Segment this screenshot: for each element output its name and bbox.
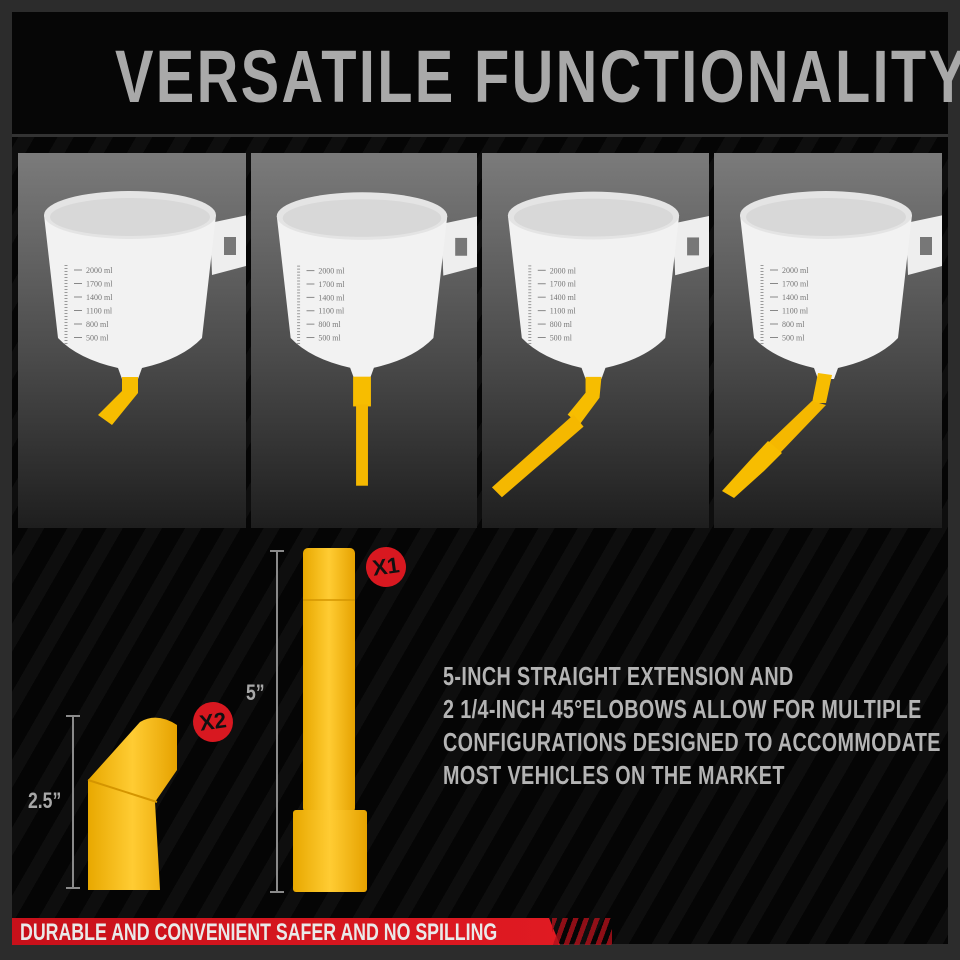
elbow-part-image — [87, 717, 177, 890]
config-panel-straight-extension: 2000 ml 1700 ml 1400 ml 1100 ml 800 ml 500 ml — [251, 153, 477, 528]
scale-label: 1700 ml — [550, 280, 577, 289]
scale-label: 500 ml — [550, 334, 573, 343]
scale-label: 1100 ml — [86, 307, 113, 316]
scale-label: 1400 ml — [86, 293, 113, 302]
title-band: VERSATILE FUNCTIONALITY — [12, 12, 960, 137]
banner-text: DURABLE AND CONVENIENT SAFER AND NO SPIL… — [20, 919, 498, 946]
scale-label: 2000 ml — [550, 266, 577, 275]
description-line: 2 1/4-INCH 45°ELOBOWS ALLOW FOR MULTIPLE — [443, 694, 922, 724]
scale-label: 500 ml — [318, 334, 341, 343]
extension-dimension-label: 5” — [246, 680, 265, 705]
scale-label: 500 ml — [86, 334, 109, 343]
dimension-cap — [66, 715, 80, 717]
funnel-image: 2000 ml 1700 ml 1400 ml 1100 ml 800 ml 500 ml — [491, 191, 709, 498]
scale-label: 1700 ml — [782, 280, 809, 289]
extension-dimension-line — [276, 551, 278, 893]
description-line: 5-INCH STRAIGHT EXTENSION AND — [443, 661, 794, 691]
scale-label: 1100 ml — [782, 307, 809, 316]
config-panel-extension-elbow: 2000 ml 1700 ml 1400 ml 1100 ml 800 ml 500 ml — [714, 153, 942, 528]
scale-label: 800 ml — [782, 320, 805, 329]
elbow-dimension-line — [72, 716, 74, 888]
scale-label: 800 ml — [86, 320, 109, 329]
scale-label: 500 ml — [782, 334, 805, 343]
funnel-image: 2000 ml 1700 ml 1400 ml 1100 ml 800 ml 500 ml — [44, 191, 246, 425]
description-line: CONFIGURATIONS DESIGNED TO ACCOMMODATE — [443, 727, 941, 757]
config-panel-short-elbow: 2000 ml 1700 ml 1400 ml 1100 ml 800 ml 500 ml — [18, 153, 246, 528]
dimension-cap — [270, 891, 284, 893]
funnel-image: 2000 ml 1700 ml 1400 ml 1100 ml 800 ml 500 ml — [722, 191, 942, 498]
scale-label: 1400 ml — [782, 293, 809, 302]
elbow-dimension-label: 2.5” — [28, 788, 62, 813]
page-title: VERSATILE FUNCTIONALITY — [114, 35, 960, 118]
scale-label: 1400 ml — [318, 293, 345, 302]
extension-part-image — [293, 548, 367, 892]
description-line: MOST VEHICLES ON THE MARKET — [443, 760, 785, 790]
funnel-image: 2000 ml 1700 ml 1400 ml 1100 ml 800 ml 500 ml — [276, 192, 477, 486]
dimension-cap — [66, 887, 80, 889]
scale-label: 2000 ml — [86, 266, 113, 275]
scale-label: 2000 ml — [318, 267, 345, 276]
scale-label: 800 ml — [550, 320, 573, 329]
scale-label: 1700 ml — [86, 280, 113, 289]
dimension-cap — [270, 550, 284, 552]
scale-label: 1400 ml — [550, 293, 577, 302]
scale-label: 800 ml — [318, 320, 341, 329]
scale-label: 2000 ml — [782, 266, 809, 275]
scale-label: 1100 ml — [318, 307, 345, 316]
scale-label: 1700 ml — [318, 280, 345, 289]
banner-stripes — [552, 918, 612, 945]
scale-label: 1100 ml — [550, 307, 577, 316]
bottom-banner: DURABLE AND CONVENIENT SAFER AND NO SPIL… — [12, 918, 560, 945]
config-panel-elbow-extension: 2000 ml 1700 ml 1400 ml 1100 ml 800 ml 500 ml — [482, 153, 709, 528]
description-text: 5-INCH STRAIGHT EXTENSION AND 2 1/4-INCH… — [443, 660, 941, 792]
